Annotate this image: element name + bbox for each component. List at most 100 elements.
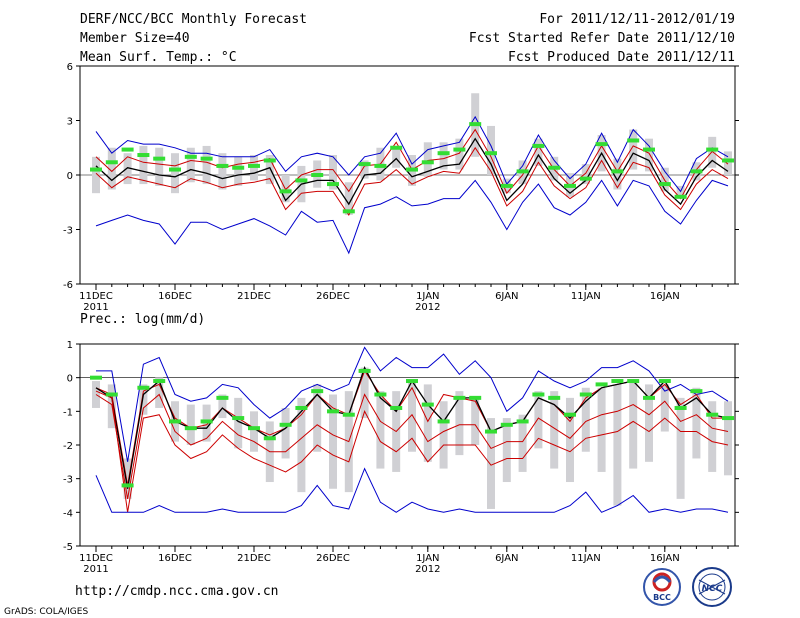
- started-date: Fcst Started Refer Date 2011/12/10: [469, 31, 735, 46]
- y-tick-label: 6: [67, 62, 73, 73]
- spread-bar: [155, 377, 164, 408]
- observed-marker: [390, 145, 403, 150]
- spread-bar: [708, 401, 717, 472]
- spread-bar: [708, 136, 717, 168]
- observed-marker: [627, 138, 640, 143]
- spread-bar: [455, 138, 464, 170]
- observed-marker: [421, 160, 434, 165]
- x-tick-label: 26DEC: [316, 291, 350, 302]
- observed-marker: [579, 176, 592, 181]
- spread-bar: [534, 391, 543, 449]
- spread-bar: [186, 147, 195, 183]
- spread-bar: [613, 384, 622, 506]
- spread-bar: [218, 153, 227, 190]
- observed-marker: [137, 385, 150, 390]
- temperature-panel: 6 3 0 -3 -6 11DEC 16DEC 21DEC 26DEC 1JAN 6JAN 11JAN…: [63, 62, 739, 313]
- ncc-logo: NCC: [692, 567, 732, 607]
- x-tick-label: 11DEC: [79, 553, 113, 564]
- x-year-label: 2011: [83, 564, 108, 575]
- observed-marker: [564, 412, 576, 417]
- observed-marker: [169, 167, 181, 172]
- footer-url[interactable]: http://cmdp.ncc.cma.gov.cn: [75, 584, 279, 599]
- series-max-line: [95, 115, 729, 193]
- observed-marker: [121, 147, 134, 152]
- y-tick-label: -2: [63, 441, 73, 452]
- spread-bar: [629, 129, 638, 170]
- observed-marker: [485, 151, 497, 156]
- observed-marker: [595, 142, 608, 147]
- spread-bar: [676, 185, 685, 199]
- x-year-label: 2012: [415, 302, 440, 313]
- bcc-logo-text: BCC: [653, 593, 671, 602]
- observed-marker: [90, 167, 102, 172]
- observed-marker: [121, 483, 134, 488]
- series-p10-line: [95, 146, 729, 216]
- observed-marker: [358, 368, 371, 373]
- spread-bar: [645, 138, 653, 172]
- observed-marker: [232, 416, 245, 421]
- observed-marker: [263, 158, 276, 163]
- observed-marker: [658, 182, 671, 187]
- spread-bar: [376, 391, 385, 469]
- spread-bar: [139, 145, 148, 185]
- x-tick-label: 21DEC: [237, 291, 271, 302]
- spread-bar: [408, 381, 416, 452]
- x-tick-label: 11JAN: [571, 553, 601, 564]
- observed-marker: [90, 375, 102, 380]
- spread-bar: [645, 384, 653, 462]
- x-tick-label: 1JAN: [416, 553, 439, 564]
- x-tick-label: 16JAN: [650, 553, 680, 564]
- spread-bar: [660, 384, 669, 432]
- observed-marker: [406, 379, 418, 384]
- y-tick-label: 0: [67, 171, 73, 182]
- observed-marker: [722, 416, 734, 421]
- grads-credit: GrADS: COLA/IGES: [4, 607, 88, 617]
- spread-bar: [629, 381, 638, 469]
- observed-marker: [485, 429, 497, 434]
- observed-marker: [674, 405, 687, 410]
- spread-bar: [455, 391, 464, 456]
- series-p25-line: [95, 393, 729, 499]
- x-tick-label: 16DEC: [158, 553, 192, 564]
- spread-bar: [534, 138, 543, 166]
- spread-bar: [202, 145, 211, 185]
- y-tick-label: 0: [67, 374, 73, 385]
- series-p10-line: [95, 390, 729, 513]
- observed-marker: [595, 382, 608, 387]
- spread-bar: [92, 156, 100, 194]
- observed-marker: [500, 183, 513, 188]
- observed-marker: [706, 147, 719, 152]
- spread-bar: [344, 182, 353, 215]
- observed-marker: [374, 163, 387, 168]
- observed-marker: [137, 153, 150, 158]
- observed-marker: [627, 379, 640, 384]
- observed-marker: [564, 183, 576, 188]
- variable-label: Mean Surf. Temp.: °C: [80, 50, 237, 65]
- spread-bar: [281, 407, 290, 459]
- series-max-line: [96, 346, 729, 462]
- observed-marker: [500, 422, 513, 427]
- observed-marker: [105, 392, 118, 397]
- spread-bar: [123, 153, 132, 185]
- observed-marker: [643, 147, 655, 152]
- spread-bar: [329, 155, 337, 190]
- observed-marker: [516, 419, 529, 424]
- observed-marker: [406, 167, 418, 172]
- spread-bar: [439, 142, 448, 170]
- observed-marker: [169, 419, 181, 424]
- spread-bar: [234, 397, 243, 449]
- observed-marker: [658, 379, 671, 384]
- observed-marker: [153, 379, 166, 384]
- spread-bar: [724, 151, 732, 175]
- observed-marker: [690, 169, 703, 174]
- x-year-label: 2011: [83, 302, 108, 313]
- observed-marker: [295, 405, 308, 410]
- observed-marker: [690, 389, 703, 394]
- y-tick-label: -5: [63, 542, 73, 553]
- spread-bar: [613, 158, 622, 190]
- observed-marker: [248, 426, 260, 431]
- observed-marker: [437, 151, 450, 156]
- observed-marker: [643, 395, 655, 400]
- spread-bar: [329, 394, 337, 489]
- observed-marker: [184, 154, 197, 159]
